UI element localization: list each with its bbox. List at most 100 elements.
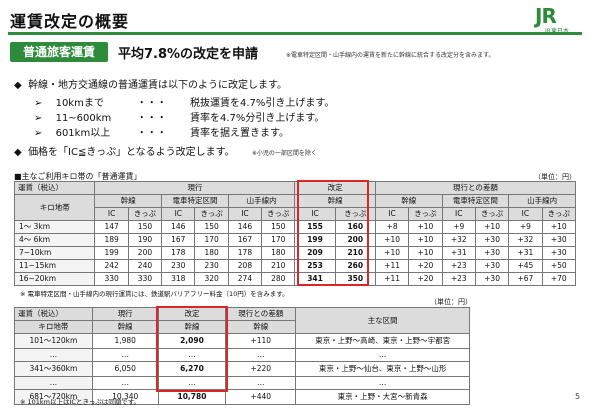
header-kansen: 幹線 xyxy=(225,320,297,334)
cell: +23 xyxy=(441,272,476,286)
cell: 208 xyxy=(227,259,263,273)
header-fare: 運賃（税込） xyxy=(13,181,96,195)
cell: +30 xyxy=(541,233,577,247)
cell: +67 xyxy=(508,272,543,286)
cell: 189 xyxy=(94,233,129,247)
cell: 242 xyxy=(94,259,129,273)
cell: 1,980 xyxy=(91,333,159,349)
cell: 146 xyxy=(227,220,263,234)
table-row: 7~10km 199 200 178 180 178 180 209 210 +10 +1… xyxy=(13,246,577,260)
bullet-text: 価格を「IC≦きっぷ」となるよう改定します。 xyxy=(28,147,235,158)
km-cell: 101～120km xyxy=(14,333,93,349)
cell: … xyxy=(225,376,297,390)
cell: 170 xyxy=(261,233,296,247)
section-badge: 普通旅客運賃 xyxy=(10,42,108,62)
bullet-note: ※小児の一部区間を除く xyxy=(251,150,317,157)
logo-mark: JR xyxy=(535,4,557,28)
km-cell: 1～ 3km xyxy=(13,220,96,234)
table2-header-row-1: 運賃（税込） 現行 改定 現行との差額 主な区間 xyxy=(14,307,470,334)
table1-title: ■主なご利用キロ帯の「普通運賃」 xyxy=(14,172,142,181)
header-ic: IC xyxy=(374,207,410,221)
section-cell: 東京・上野・大宮～新青森 xyxy=(295,389,470,405)
header-kansen: 幹線 xyxy=(91,320,159,334)
cell: +9 xyxy=(508,220,543,234)
cell: +10 xyxy=(408,246,443,260)
cell: +10 xyxy=(374,233,410,247)
header-densha: 電車特定区間 xyxy=(161,194,229,208)
cell: +10 xyxy=(474,220,510,234)
table-row: 101～120km 1,980 2,090 +110 東京・上野～高崎、東京・上… xyxy=(14,333,470,349)
cell: +31 xyxy=(508,246,543,260)
cell: +30 xyxy=(474,259,510,273)
header-ic: IC xyxy=(441,207,476,221)
page-title: 運賃改定の概要 xyxy=(10,12,130,31)
table2-note: ※ 101km以上はICときっぷは同額です。 xyxy=(20,398,141,406)
header-kippu: きっぷ xyxy=(474,207,510,221)
cell: 150 xyxy=(194,220,229,234)
table-row: 341～360km 6,050 6,270 +220 東京・上野～仙台、東京・上… xyxy=(14,361,470,377)
km-cell: 341～360km xyxy=(14,361,93,377)
header-diff: 現行との差額 xyxy=(225,307,297,321)
cell: 190 xyxy=(127,233,163,247)
header-yamanote: 山手線内 xyxy=(508,194,576,208)
header-kippu: きっぷ xyxy=(127,207,163,221)
table-row: … … … … … xyxy=(14,348,470,362)
km-cell: 681～720km xyxy=(14,389,93,405)
header-ic: IC xyxy=(94,207,129,221)
diamond-icon: ◆ xyxy=(14,147,22,158)
table-row: 1～ 3km 147 150 146 150 146 150 155 160 +8 +10… xyxy=(13,220,577,234)
cell: +32 xyxy=(508,233,543,247)
cell: 167 xyxy=(227,233,263,247)
cell: 150 xyxy=(127,220,163,234)
header-densha: 電車特定区間 xyxy=(441,194,510,208)
cell: +440 xyxy=(225,389,297,405)
section-cell: 東京・上野～高崎、東京・上野～宇都宮 xyxy=(295,333,470,349)
cell: +9 xyxy=(441,220,476,234)
headline-note: ※電車特定区間・山手線内の運賃を新たに幹線に統合する改定分を含みます。 xyxy=(286,52,495,59)
cell: 320 xyxy=(194,272,229,286)
title-divider xyxy=(8,32,582,35)
cell: +11 xyxy=(374,272,410,286)
cell: 6,050 xyxy=(91,361,159,377)
cell: 180 xyxy=(261,246,296,260)
bullet-2: ◆ 価格を「IC≦きっぷ」となるよう改定します。 ※小児の一部区間を除く xyxy=(14,143,317,158)
sub-item-3: ➢ 601km以上 ・・・ 賃率を据え置きます。 xyxy=(34,124,289,139)
header-kippu: きっぷ xyxy=(408,207,443,221)
cell: +45 xyxy=(508,259,543,273)
bullet-text: 幹線・地方交通線の普通運賃は以下のように改定します。 xyxy=(28,80,288,91)
header-kippu: きっぷ xyxy=(194,207,229,221)
km-cell: 4～ 6km xyxy=(13,233,96,247)
cell: 146 xyxy=(161,220,196,234)
cell: +30 xyxy=(541,246,577,260)
km-cell: … xyxy=(14,348,93,362)
headline: 平均7.8%の改定を申請 xyxy=(118,47,259,62)
cell: +11 xyxy=(374,259,410,273)
cell: +10 xyxy=(374,246,410,260)
table-row: 11~15km 242 240 230 230 208 210 253 260 +11 +… xyxy=(13,259,577,273)
cell: +20 xyxy=(408,259,443,273)
cell: +30 xyxy=(474,233,510,247)
section-cell: … xyxy=(295,348,470,362)
cell: 330 xyxy=(94,272,129,286)
header-diff: 現行との差額 xyxy=(374,181,577,195)
sub-item-dots: ・・・ xyxy=(136,128,167,139)
cell: +70 xyxy=(541,272,577,286)
table2-unit: （単位：円） xyxy=(430,298,472,306)
km-cell: 7~10km xyxy=(13,246,96,260)
arrow-icon: ➢ xyxy=(34,98,43,109)
cell: … xyxy=(91,376,159,390)
diamond-icon: ◆ xyxy=(14,80,22,91)
header-kippu: きっぷ xyxy=(261,207,296,221)
header-ic: IC xyxy=(508,207,543,221)
header-kansen: 幹線 xyxy=(294,194,376,208)
fare-table-long: 運賃（税込） 現行 改定 現行との差額 主な区間 キロ地帯 幹線 幹線 幹線 1… xyxy=(14,307,470,405)
arrow-icon: ➢ xyxy=(34,113,43,124)
cell: 210 xyxy=(261,259,296,273)
cell: +10 xyxy=(408,220,443,234)
cell: 147 xyxy=(94,220,129,234)
sub-item-dots: ・・・ xyxy=(136,98,167,109)
arrow-icon: ➢ xyxy=(34,128,43,139)
table1-unit: （単位：円） xyxy=(534,173,576,181)
cell: 167 xyxy=(161,233,196,247)
header-km: キロ地帯 xyxy=(14,320,93,334)
